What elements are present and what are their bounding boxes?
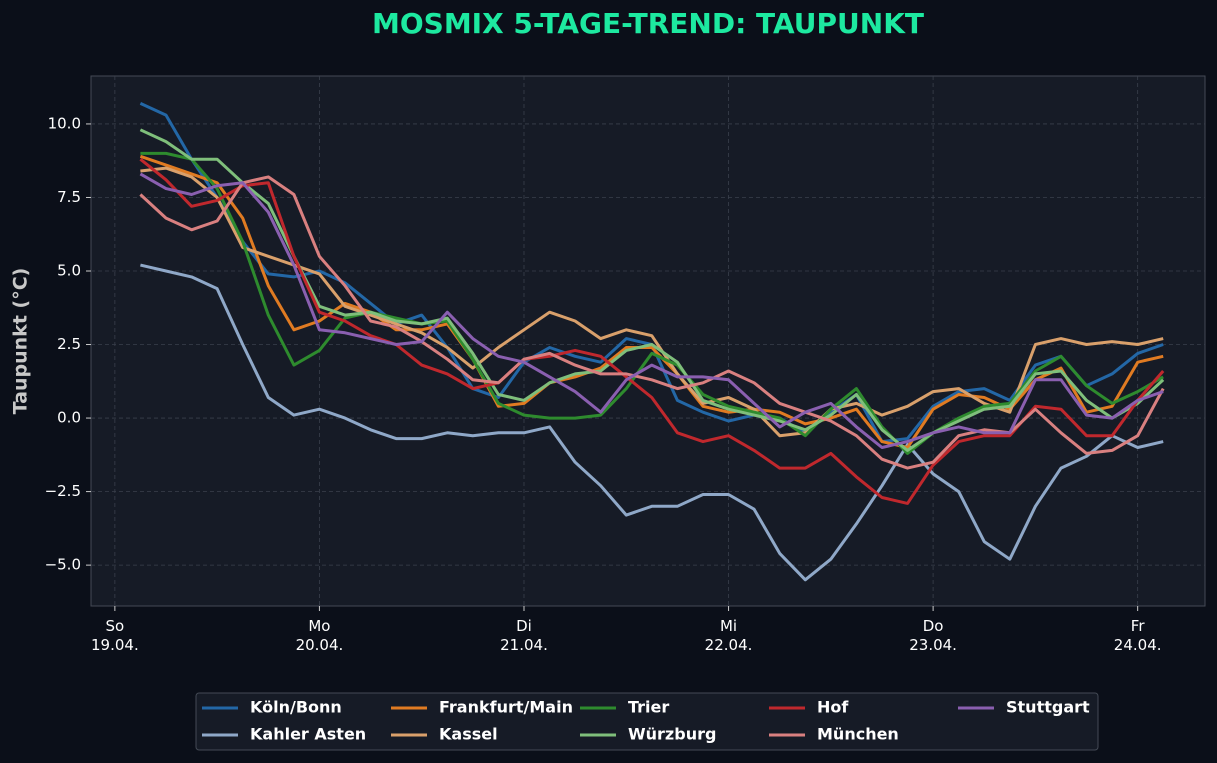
legend-label: München <box>817 725 899 744</box>
y-tick-label: 7.5 <box>57 188 81 206</box>
y-tick-label: 10.0 <box>48 114 81 132</box>
chart-title: MOSMIX 5-TAGE-TREND: TAUPUNKT <box>372 7 924 40</box>
series-line <box>139 175 1165 470</box>
plot-area <box>90 75 1206 607</box>
series-line <box>139 128 1165 452</box>
legend-label: Frankfurt/Main <box>439 698 573 717</box>
y-tick-label: −5.0 <box>45 556 81 574</box>
y-tick-label: 2.5 <box>57 335 81 353</box>
series-line <box>140 151 1164 455</box>
x-tick-label: Di 21.04. <box>500 617 548 654</box>
x-tick-label: So 19.04. <box>91 617 139 654</box>
y-tick-label: 0.0 <box>57 409 81 427</box>
x-tick-label: Fr 24.04. <box>1113 617 1162 654</box>
x-tick-label: Mo 20.04. <box>295 617 344 654</box>
legend-label: Kassel <box>439 725 498 744</box>
x-tick-label: Do 23.04. <box>909 617 957 654</box>
legend-label: Stuttgart <box>1006 698 1090 717</box>
x-tick-label: Mi 22.04. <box>704 617 753 654</box>
series-line <box>139 158 1165 505</box>
series-line <box>140 263 1164 582</box>
legend-label: Würzburg <box>628 725 716 744</box>
y-axis-label: Taupunkt (°C) <box>10 268 32 415</box>
y-tick-label: −2.5 <box>45 482 81 500</box>
series-line <box>139 172 1164 449</box>
legend-label: Trier <box>628 698 669 717</box>
series-line <box>139 154 1164 449</box>
legend-label: Hof <box>817 698 849 717</box>
y-tick-label: 5.0 <box>57 262 81 280</box>
legend-label: Kahler Asten <box>250 725 366 744</box>
legend-label: Köln/Bonn <box>250 698 342 717</box>
